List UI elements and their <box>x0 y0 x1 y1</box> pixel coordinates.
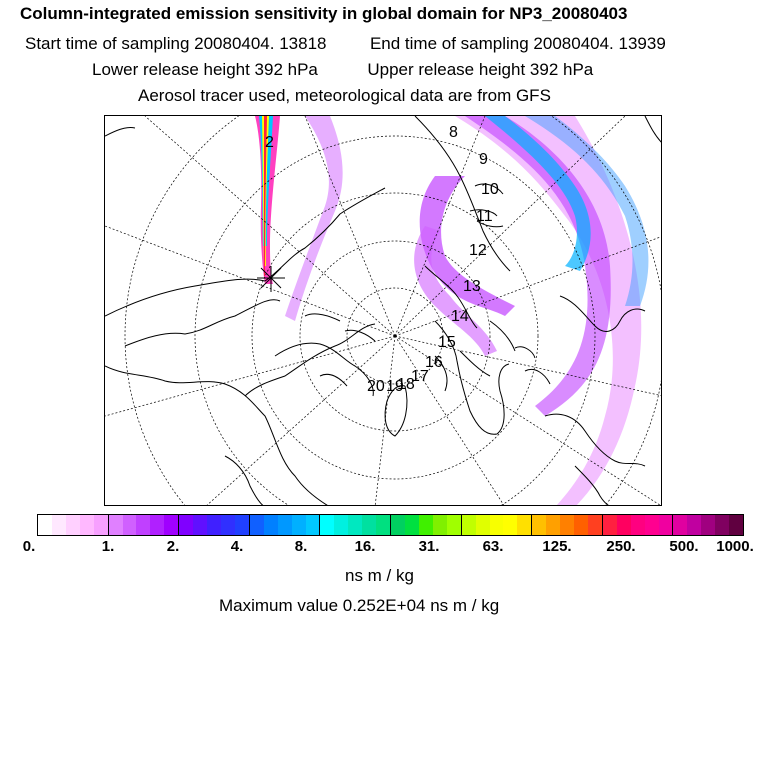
colorbar-swatch <box>715 515 730 535</box>
colorbar-swatch <box>334 515 349 535</box>
day-label-10: 10 <box>481 181 499 198</box>
colorbar-swatch <box>38 515 52 535</box>
colorbar-tick-4: 4. <box>230 538 244 555</box>
colorbar-tick-1: 1. <box>101 538 115 555</box>
colorbar-swatch <box>136 515 151 535</box>
colorbar-swatch <box>193 515 208 535</box>
colorbar-swatch <box>560 515 575 535</box>
colorbar-swatch <box>404 515 419 535</box>
day-label-15: 15 <box>438 334 456 351</box>
day-label-8: 8 <box>449 124 458 141</box>
colorbar-swatch <box>164 515 180 535</box>
colorbar-swatch <box>150 515 165 535</box>
day-label-9: 9 <box>479 151 488 168</box>
day-label-12: 12 <box>469 242 487 259</box>
colorbar-swatch <box>376 515 392 535</box>
colorbar-swatch <box>644 515 659 535</box>
colorbar-swatch <box>546 515 561 535</box>
colorbar-swatch <box>391 515 405 535</box>
colorbar-tick-16: 16. <box>354 538 376 555</box>
emission-plume <box>255 116 649 505</box>
colorbar-swatch <box>207 515 221 535</box>
colorbar-swatch <box>305 515 321 535</box>
colorbar-swatch <box>503 515 518 535</box>
colorbar-swatch <box>277 515 292 535</box>
day-label-16: 16 <box>425 354 443 371</box>
colorbar-swatch <box>122 515 137 535</box>
colorbar-swatch <box>489 515 504 535</box>
colorbar-swatch <box>446 515 462 535</box>
coastlines <box>105 116 661 505</box>
colorbar-tick-2: 2. <box>166 538 180 555</box>
day-label-11: 11 <box>476 208 493 225</box>
colorbar-swatch <box>249 515 264 535</box>
graticule <box>105 116 661 505</box>
colorbar-swatch <box>234 515 250 535</box>
colorbar-swatch <box>51 515 66 535</box>
colorbar-swatch <box>320 515 335 535</box>
colorbar-swatch <box>587 515 603 535</box>
colorbar-tick-63: 63. <box>482 538 504 555</box>
colorbar-swatch <box>348 515 363 535</box>
lower-release-label: Lower release height 392 hPa <box>92 60 318 79</box>
colorbar-swatch <box>108 515 123 535</box>
colorbar-swatch <box>687 515 702 535</box>
colorbar-swatch <box>418 515 433 535</box>
end-time-label: End time of sampling 20080404. 13939 <box>369 34 666 53</box>
colorbar-swatch <box>602 515 617 535</box>
colorbar-swatch <box>220 515 235 535</box>
colorbar-swatch <box>179 515 194 535</box>
colorbar-tick-8: 8. <box>294 538 308 555</box>
colorbar-swatch <box>729 515 744 535</box>
colorbar-swatch <box>65 515 80 535</box>
day-label-18: 18 <box>397 376 415 393</box>
colorbar-tick-31: 31. <box>418 538 440 555</box>
start-time-label: Start time of sampling 20080404. 13818 <box>25 34 327 53</box>
day-label-14: 14 <box>451 308 469 325</box>
polar-map: 2 8 9 10 11 12 13 14 15 16 17 18 19 20 <box>104 115 662 506</box>
release-point-icon <box>257 266 285 292</box>
colorbar-swatch <box>673 515 688 535</box>
colorbar-unit: ns m / kg <box>345 566 414 585</box>
day-label-19: 19 <box>386 378 404 395</box>
day-label-17: 17 <box>411 368 429 385</box>
colorbar-swatch <box>574 515 588 535</box>
colorbar-swatch <box>263 515 278 535</box>
colorbar-tick-0: 0. <box>22 538 36 555</box>
colorbar-tick-250: 250. <box>606 538 636 555</box>
day-label-20: 20 <box>367 378 385 395</box>
colorbar-swatch <box>79 515 94 535</box>
colorbar <box>37 514 744 536</box>
upper-release-label: Upper release height 392 hPa <box>367 60 594 79</box>
colorbar-swatch <box>616 515 631 535</box>
colorbar-tick-125: 125. <box>542 538 572 555</box>
release-heights: Lower release height 392 hPa Upper relea… <box>92 60 768 80</box>
map-title: Column-integrated emission sensitivity i… <box>20 4 628 23</box>
colorbar-swatch <box>532 515 547 535</box>
colorbar-swatch <box>517 515 533 535</box>
colorbar-swatch <box>362 515 377 535</box>
colorbar-swatch <box>475 515 490 535</box>
colorbar-swatch <box>432 515 447 535</box>
colorbar-tick-500: 500. <box>669 538 699 555</box>
tracer-note: Aerosol tracer used, meteorological data… <box>138 86 551 105</box>
sampling-times: Start time of sampling 20080404. 13818 E… <box>25 34 768 54</box>
colorbar-swatch <box>701 515 716 535</box>
maximum-value: Maximum value 0.252E+04 ns m / kg <box>219 596 500 615</box>
day-label-13: 13 <box>463 278 481 295</box>
colorbar-swatch <box>461 515 476 535</box>
colorbar-swatch <box>291 515 306 535</box>
colorbar-swatch <box>630 515 645 535</box>
colorbar-swatch <box>658 515 674 535</box>
colorbar-tick-1000: 1000. <box>716 538 754 555</box>
colorbar-swatch <box>93 515 109 535</box>
day-label-2: 2 <box>265 134 274 151</box>
